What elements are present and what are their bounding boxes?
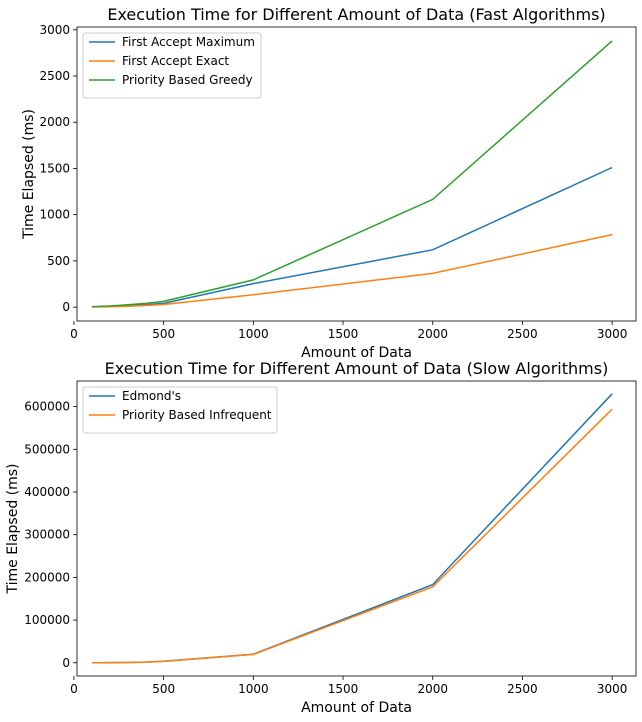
chart-1-legend-label: First Accept Exact bbox=[122, 54, 229, 68]
chart-2-x-axis-label: Amount of Data bbox=[301, 700, 412, 716]
chart-2-y-tick-label: 300000 bbox=[24, 528, 70, 542]
chart-2-title: Execution Time for Different Amount of D… bbox=[105, 359, 609, 378]
chart-2-series-line-2 bbox=[91, 408, 613, 664]
chart-1-y-tick-label: 2500 bbox=[39, 69, 70, 83]
chart-1-series-line-3 bbox=[91, 40, 613, 308]
chart-1-y-tick-label: 1000 bbox=[39, 208, 70, 222]
chart-2-x-tick-label: 3000 bbox=[597, 682, 628, 696]
chart-1-x-tick-label: 500 bbox=[152, 327, 175, 341]
chart-2-x-tick-label: 500 bbox=[152, 682, 175, 696]
chart-1-axes-frame bbox=[76, 26, 637, 322]
chart-2-axes-frame bbox=[76, 380, 637, 677]
chart-2-y-tick-label: 600000 bbox=[24, 400, 70, 414]
chart-1-y-tick-label: 1500 bbox=[39, 161, 70, 175]
chart-1-x-tick-label: 0 bbox=[70, 327, 78, 341]
chart-1-y-tick-label: 2000 bbox=[39, 115, 70, 129]
chart-2-legend-label: Priority Based Infrequent bbox=[122, 408, 272, 422]
chart-1-x-tick-label: 3000 bbox=[597, 327, 628, 341]
chart-2-y-axis-label: Time Elapsed (ms) bbox=[5, 463, 21, 594]
chart-2-x-tick-label: 1000 bbox=[238, 682, 269, 696]
chart-1-y-axis-label: Time Elapsed (ms) bbox=[21, 109, 37, 240]
chart-1-y-tick-label: 0 bbox=[62, 300, 70, 314]
chart-1-x-tick-label: 1500 bbox=[328, 327, 359, 341]
chart-2-legend: Edmond's Priority Based Infrequent bbox=[82, 386, 278, 434]
chart-1-title: Execution Time for Different Amount of D… bbox=[107, 5, 605, 24]
chart-1-legend-box bbox=[82, 32, 262, 99]
chart-1-x-tick-label: 2000 bbox=[417, 327, 448, 341]
chart-1-series-line-2 bbox=[91, 233, 613, 308]
chart-2-y-tick-label: 200000 bbox=[24, 570, 70, 584]
chart-1-x-tick-label: 2500 bbox=[507, 327, 538, 341]
chart-1-x-tick-label: 1000 bbox=[238, 327, 269, 341]
chart-2: Execution Time for Different Amount of D… bbox=[5, 359, 637, 716]
chart-2-y-tick-label: 0 bbox=[62, 656, 70, 670]
chart-2-x-tick-label: 1500 bbox=[328, 682, 359, 696]
chart-1-x-axis-label: Amount of Data bbox=[301, 345, 412, 361]
chart-2-series-line-1 bbox=[91, 393, 613, 664]
chart-2-y-tick-label: 100000 bbox=[24, 613, 70, 627]
chart-1-legend-label: Priority Based Greedy bbox=[122, 73, 253, 87]
chart-1-y-tick-label: 3000 bbox=[39, 23, 70, 37]
chart-2-y-tick-label: 500000 bbox=[24, 442, 70, 456]
chart-2-y-tick-label: 400000 bbox=[24, 485, 70, 499]
chart-2-x-tick-label: 2000 bbox=[417, 682, 448, 696]
chart-2-x-tick-label: 2500 bbox=[507, 682, 538, 696]
chart-1-series-line-1 bbox=[91, 166, 613, 308]
chart-1-y-tick-label: 500 bbox=[47, 254, 70, 268]
chart-1: Execution Time for Different Amount of D… bbox=[21, 5, 637, 361]
chart-2-legend-label: Edmond's bbox=[122, 389, 181, 403]
chart-1-legend: First Accept Maximum First Accept Exact Pr… bbox=[82, 32, 262, 99]
chart-2-x-tick-label: 0 bbox=[70, 682, 78, 696]
chart-1-legend-label: First Accept Maximum bbox=[122, 35, 255, 49]
chart-2-legend-box bbox=[82, 386, 278, 434]
